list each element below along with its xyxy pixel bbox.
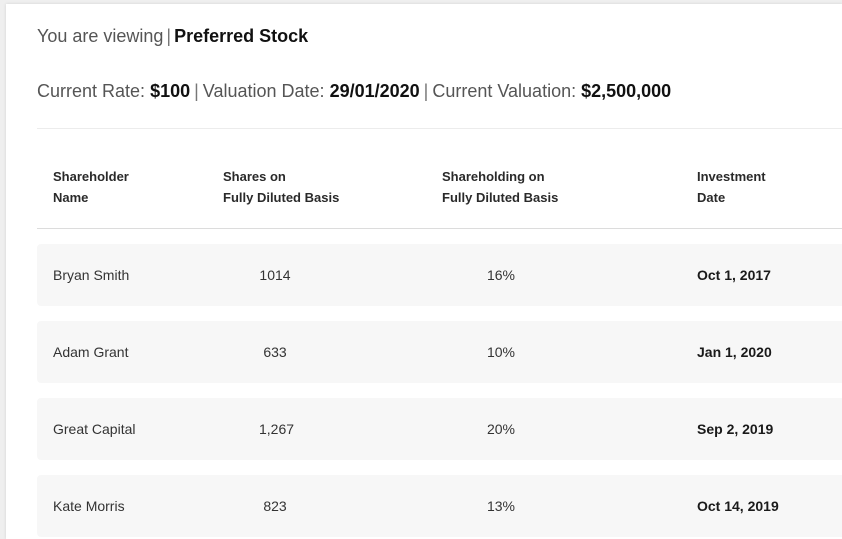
cell-shareholder-name: Bryan Smith [53, 267, 130, 283]
valuation-date-value: 29/01/2020 [329, 81, 420, 101]
table-row[interactable]: Kate Morris 823 13% Oct 14, 2019 [37, 475, 842, 537]
cell-shareholder-name: Kate Morris [53, 498, 125, 514]
cell-investment-date: Sep 2, 2019 [697, 421, 774, 437]
cell-shareholding: 10% [486, 344, 516, 360]
cell-shareholding: 16% [486, 267, 516, 283]
separator: | [194, 81, 199, 101]
cell-investment-date: Oct 14, 2019 [697, 498, 779, 514]
valuation-value: $2,500,000 [581, 81, 672, 101]
viewing-line: You are viewing | Preferred Stock [37, 26, 308, 47]
table-row[interactable]: Bryan Smith 1014 16% Oct 1, 2017 [37, 244, 842, 306]
valuation-label: Current Valuation: [432, 81, 577, 101]
cell-investment-date: Oct 1, 2017 [697, 267, 771, 283]
column-header-shareholding: Shareholding on Fully Diluted Basis [442, 169, 559, 205]
cell-investment-date: Jan 1, 2020 [697, 344, 772, 360]
table-header: Shareholder Name Shares on Fully Diluted… [37, 166, 842, 228]
cell-shares: 1,267 [259, 421, 295, 437]
cell-shares: 633 [263, 344, 287, 360]
cell-shareholding: 20% [486, 421, 516, 437]
stock-panel: You are viewing | Preferred Stock Current … [6, 4, 842, 539]
table-body: Bryan Smith 1014 16% Oct 1, 2017 Adam Gr… [37, 244, 842, 539]
cell-shares: 823 [263, 498, 287, 514]
separator: | [423, 81, 429, 101]
valuation-date-label: Valuation Date: [202, 81, 325, 101]
rate-label: Current Rate: [37, 81, 146, 101]
separator: | [166, 26, 172, 46]
table-row[interactable]: Adam Grant 633 10% Jan 1, 2020 [37, 321, 842, 383]
cell-shareholder-name: Great Capital [53, 421, 136, 437]
column-header-shares: Shares on Fully Diluted Basis [223, 169, 340, 205]
header-divider [37, 228, 842, 229]
cell-shareholding: 13% [486, 498, 516, 514]
viewing-prefix: You are viewing [37, 26, 164, 46]
rate-value: $100 [150, 81, 191, 101]
cell-shareholder-name: Adam Grant [53, 344, 129, 360]
table-row[interactable]: Great Capital 1,267 20% Sep 2, 2019 [37, 398, 842, 460]
valuation-summary: Current Rate: $100 | Valuation Date: 29/01… [37, 81, 671, 102]
summary-divider [37, 128, 842, 129]
column-header-investment-date: Investment Date [697, 169, 766, 205]
stock-name: Preferred Stock [174, 26, 309, 46]
cell-shares: 1014 [259, 267, 291, 283]
column-header-name: Shareholder Name [53, 169, 129, 205]
